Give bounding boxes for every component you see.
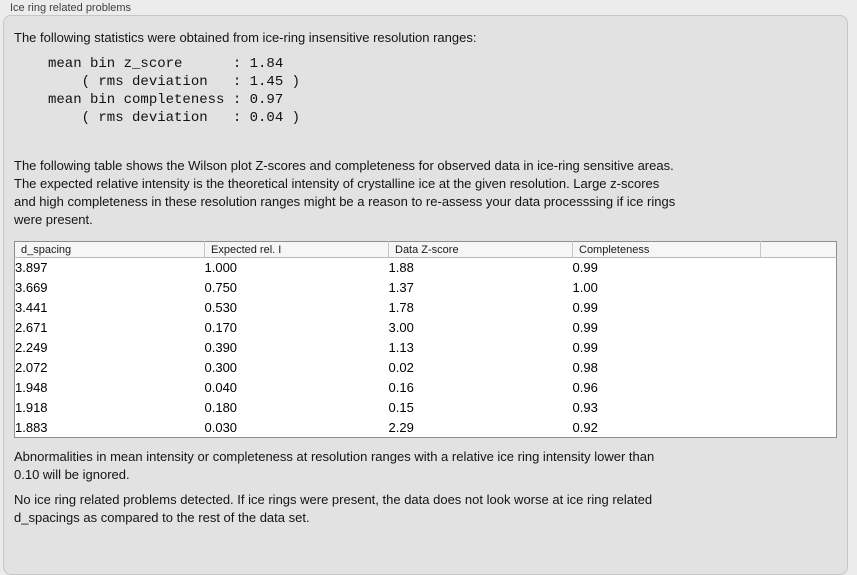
table-cell: 2.29 [388, 419, 414, 435]
table-cell-spacer [761, 258, 837, 278]
table-cell: 0.16 [388, 380, 414, 395]
description-text: The following table shows the Wilson plo… [14, 157, 675, 229]
table-row[interactable]: 1.883 0.030 2.29 0.92 [15, 418, 837, 438]
table-header-row: d_spacing Expected rel. I Data Z-score C… [14, 241, 837, 258]
description-line: and high completeness in these resolutio… [14, 194, 676, 209]
description-line: The expected relative intensity is the t… [14, 176, 660, 191]
table-cell: 1.13 [388, 340, 414, 355]
table-cell: 1.88 [388, 260, 414, 276]
table-cell-spacer [761, 338, 837, 358]
footnote-text: Abnormalities in mean intensity or compl… [14, 448, 654, 484]
table-cell: 0.99 [572, 340, 598, 355]
table-row[interactable]: 3.441 0.530 1.78 0.99 [15, 298, 837, 318]
table-cell: 0.390 [204, 340, 238, 355]
table-cell: 0.300 [204, 360, 238, 375]
table-cell-spacer [761, 298, 837, 318]
table-cell: 3.669 [15, 280, 48, 295]
table-cell: 0.02 [388, 360, 414, 375]
table-cell: 1.918 [15, 400, 48, 415]
footnote-line: Abnormalities in mean intensity or compl… [14, 449, 655, 464]
table-cell-spacer [761, 278, 837, 298]
table-row[interactable]: 2.072 0.300 0.02 0.98 [15, 358, 837, 378]
table-row[interactable]: 1.948 0.040 0.16 0.96 [15, 378, 837, 398]
stats-line: mean bin completeness : 0.97 [48, 92, 284, 108]
stats-line: ( rms deviation : 1.45 ) [48, 74, 301, 90]
footnote-line: 0.10 will be ignored. [14, 467, 130, 482]
ice-ring-table: d_spacing Expected rel. I Data Z-score C… [14, 241, 837, 438]
column-header-spacer [760, 241, 837, 258]
table-cell: 3.897 [15, 260, 48, 276]
table-row[interactable]: 2.671 0.170 3.00 0.99 [15, 318, 837, 338]
panel-title: Ice ring related problems [10, 2, 132, 14]
table-cell: 0.98 [572, 360, 598, 375]
table-row[interactable]: 3.669 0.750 1.37 1.00 [15, 278, 837, 298]
table-cell: 0.15 [388, 400, 414, 415]
column-header-d-spacing[interactable]: d_spacing [14, 241, 205, 258]
table-cell: 3.441 [15, 300, 48, 315]
conclusion-line: d_spacings as compared to the rest of th… [14, 510, 310, 525]
column-header-completeness[interactable]: Completeness [572, 241, 761, 258]
table-cell: 0.170 [204, 320, 238, 335]
conclusion-text: No ice ring related problems detected. I… [14, 491, 652, 527]
column-header-data-z-score[interactable]: Data Z-score [388, 241, 573, 258]
table-cell: 0.750 [204, 280, 238, 295]
table-row[interactable]: 2.249 0.390 1.13 0.99 [15, 338, 837, 358]
table-cell: 0.92 [572, 419, 598, 435]
table-cell: 0.99 [572, 300, 598, 315]
table-cell: 1.78 [388, 300, 414, 315]
table-cell: 0.99 [572, 260, 598, 276]
table-cell: 0.180 [204, 400, 238, 415]
table-cell: 2.249 [15, 340, 48, 355]
table-cell: 2.671 [15, 320, 48, 335]
table-cell: 3.00 [388, 320, 414, 335]
table-cell: 0.93 [572, 400, 598, 415]
stats-line: mean bin z_score : 1.84 [48, 56, 284, 72]
stats-block: mean bin z_score : 1.84 ( rms deviation … [48, 55, 300, 127]
table-cell: 1.883 [15, 419, 48, 435]
description-line: The following table shows the Wilson plo… [14, 158, 674, 173]
table-cell: 1.00 [572, 280, 598, 295]
table-row[interactable]: 3.897 1.000 1.88 0.99 [15, 258, 837, 278]
table-cell-spacer [761, 398, 837, 418]
table-row[interactable]: 1.918 0.180 0.15 0.93 [15, 398, 837, 418]
column-header-expected-rel-i[interactable]: Expected rel. I [204, 241, 389, 258]
table-cell: 1.37 [388, 280, 414, 295]
stats-line: ( rms deviation : 0.04 ) [48, 110, 301, 126]
table-cell: 0.99 [572, 320, 598, 335]
intro-text: The following statistics were obtained f… [14, 30, 477, 45]
table-cell: 0.030 [204, 419, 238, 435]
table-cell: 1.948 [15, 380, 48, 395]
table-cell: 2.072 [15, 360, 48, 375]
conclusion-line: No ice ring related problems detected. I… [14, 492, 653, 507]
table-cell: 1.000 [204, 260, 238, 276]
table-cell: 0.040 [204, 380, 238, 395]
table-cell-spacer [761, 378, 837, 398]
table-cell-spacer [761, 318, 837, 338]
table-cell-spacer [761, 418, 837, 438]
description-line: were present. [14, 212, 93, 227]
table-cell-spacer [761, 358, 837, 378]
table-cell: 0.530 [204, 300, 238, 315]
table-cell: 0.96 [572, 380, 598, 395]
